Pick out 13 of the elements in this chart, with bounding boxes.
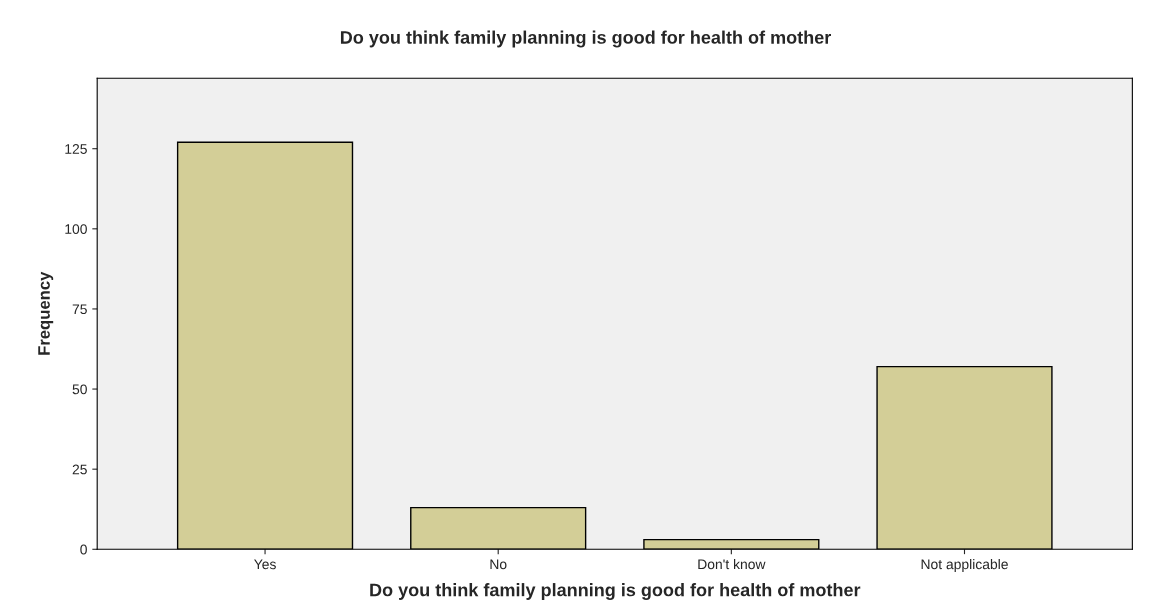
x-tick-label: Yes <box>254 559 276 570</box>
y-tick-label: 125 <box>65 144 87 154</box>
x-tick-label: Not applicable <box>921 559 1008 572</box>
y-tick-label: 75 <box>72 304 87 315</box>
y-tick-label: 25 <box>72 464 87 475</box>
x-tick-label: No <box>490 559 507 570</box>
x-axis-title: Do you think family planning is good for health of mother <box>370 583 861 600</box>
x-tick-label: Don't know <box>698 559 766 570</box>
y-tick-label: 0 <box>80 544 87 555</box>
chart-title: Do you think family planning is good for health of mother <box>340 30 831 48</box>
y-tick-label: 50 <box>72 384 87 395</box>
y-axis-title: Frequency <box>38 271 54 355</box>
y-tick-label: 100 <box>65 224 87 234</box>
